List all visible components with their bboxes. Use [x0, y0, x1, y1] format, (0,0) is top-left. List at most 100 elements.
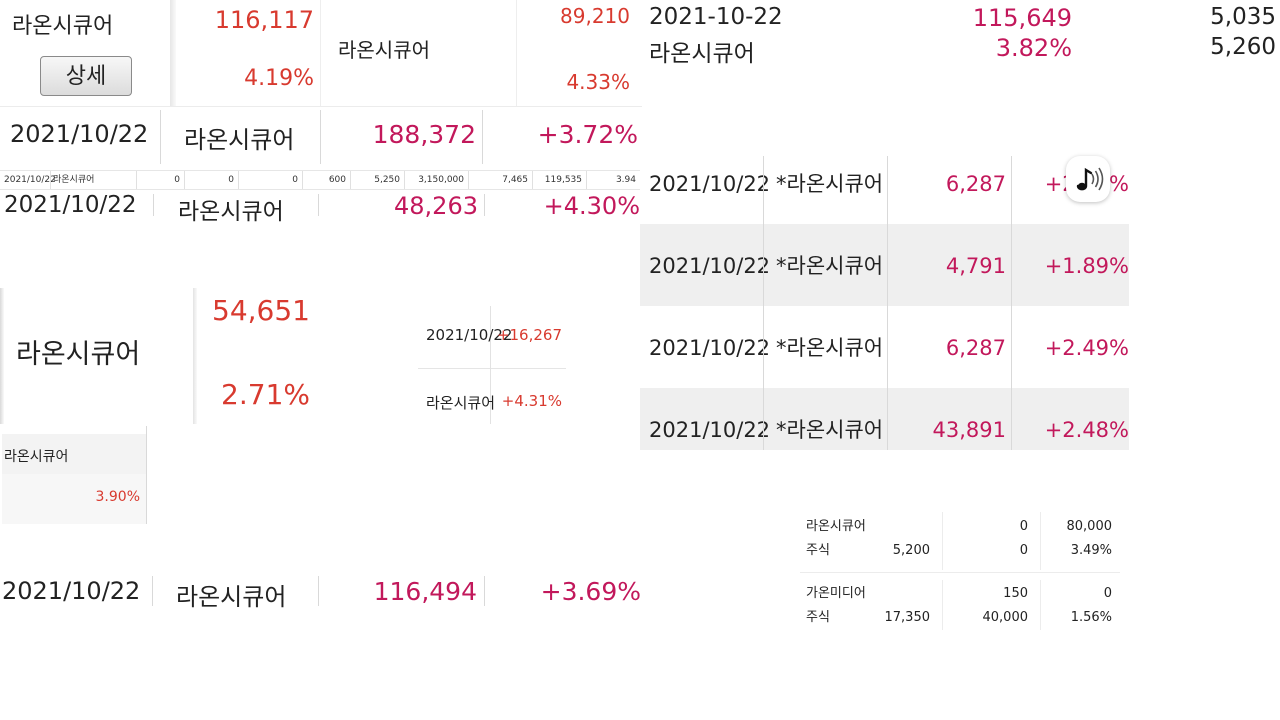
stock-percent: 3.90% [95, 489, 140, 505]
panel-divider [170, 0, 176, 106]
table-row[interactable]: 2021/10/22 *라온시큐어 6,287 +2.49% [640, 156, 1129, 226]
stock-percent: 4.33% [566, 70, 630, 94]
holding-qty: 0 [1019, 519, 1028, 534]
trade-date: 2021-10-22 [649, 4, 783, 30]
detail-button[interactable]: 상세 [40, 56, 132, 96]
holding-amount: 0 [1103, 586, 1112, 601]
stock-name: 라온시큐어 [16, 339, 141, 370]
stock-name: 라온시큐어 [184, 126, 295, 154]
holding-qty: 40,000 [982, 610, 1029, 625]
row-background [418, 306, 566, 369]
holding-price: 5,200 [892, 543, 930, 558]
strip-cell: 3,150,000 [418, 175, 464, 185]
strip-cell: 600 [328, 175, 346, 185]
stock-value: 4,791 [945, 254, 1006, 278]
change-percent: +3.69% [540, 577, 641, 606]
divider [318, 194, 319, 216]
holding-type: 주식 [806, 543, 830, 558]
table-row[interactable]: 2021/10/22 *라온시큐어 6,287 +2.49% [640, 306, 1129, 388]
holding-amount: 80,000 [1066, 519, 1113, 534]
trade-date: 2021/10/22 [426, 326, 513, 344]
panel-edge [0, 288, 4, 424]
change-percent: +2.48% [1044, 418, 1129, 442]
holding-percent: 1.56% [1070, 610, 1112, 625]
stock-value: 6,287 [945, 172, 1006, 196]
row-background [0, 106, 642, 167]
holding-name: 라온시큐어 [806, 519, 866, 534]
extra-value: 5,260 [1210, 34, 1276, 60]
divider [484, 576, 485, 606]
change-percent: +4.30% [543, 192, 640, 220]
divider [318, 576, 319, 606]
compact-data-strip: 2021/10/22 라온시큐어 0 0 0 600 5,250 3,150,0… [0, 170, 640, 190]
holding-type: 주식 [806, 610, 830, 625]
stock-percent: 2.71% [221, 378, 310, 411]
divider [887, 156, 888, 450]
stock-name: 라온시큐어 [649, 41, 755, 67]
divider [1040, 580, 1041, 630]
stock-name: 라온시큐어 [426, 394, 496, 412]
strip-cell: 3.94 [615, 175, 636, 185]
trade-date: 2021/10/22 [2, 577, 141, 605]
divider [942, 580, 943, 630]
stock-name: *라온시큐어 [776, 336, 884, 360]
stock-name: 라온시큐어 [12, 14, 114, 39]
divider [1040, 512, 1041, 570]
divider [490, 306, 491, 424]
stock-value: 115,649 [972, 4, 1072, 32]
stock-value: 89,210 [560, 4, 630, 28]
divider [146, 426, 147, 524]
holding-percent: 3.49% [1070, 543, 1112, 558]
stock-value: 116,494 [373, 577, 477, 606]
divider [763, 156, 764, 450]
strip-date: 2021/10/22 [4, 175, 56, 185]
divider [800, 572, 1120, 573]
trade-date: 2021/10/22 [649, 172, 771, 196]
stock-name: 라온시큐어 [338, 38, 430, 62]
holding-qty: 0 [1019, 543, 1028, 558]
stock-name: *라온시큐어 [776, 172, 884, 196]
trade-date: 2021/10/22 [4, 192, 137, 218]
trade-date: 2021/10/22 [10, 120, 149, 148]
strip-cell: 0 [292, 175, 298, 185]
stock-value: 116,117 [214, 6, 314, 34]
strip-cell: 119,535 [544, 175, 582, 185]
divider [516, 0, 517, 106]
trade-date: 2021/10/22 [649, 336, 771, 360]
trade-date: 2021/10/22 [649, 418, 771, 442]
divider [320, 110, 321, 164]
change-percent: +1.89% [1044, 254, 1129, 278]
stock-name: *라온시큐어 [776, 418, 884, 442]
divider [320, 0, 321, 106]
divider [482, 110, 483, 164]
panel-divider [193, 288, 197, 424]
stock-value: 54,651 [212, 294, 310, 327]
stock-name: 라온시큐어 [176, 583, 287, 611]
trade-date: 2021/10/22 [649, 254, 771, 278]
stock-percent: 4.19% [244, 66, 314, 91]
stock-percent: 3.82% [995, 34, 1072, 62]
divider [152, 576, 153, 606]
change-percent: +2.49% [1044, 336, 1129, 360]
divider [942, 512, 943, 570]
table-row[interactable]: 2021/10/22 *라온시큐어 43,891 +2.48% [640, 388, 1129, 450]
stock-value: 188,372 [372, 120, 476, 149]
holding-qty: 150 [1003, 586, 1028, 601]
divider [153, 194, 154, 216]
holding-price: 17,350 [884, 610, 931, 625]
change-value: +16,267 [496, 326, 562, 344]
stock-name: 라온시큐어 [178, 199, 284, 225]
strip-cell: 7,465 [502, 175, 528, 185]
holding-name: 가온미디어 [806, 586, 866, 601]
stock-name: *라온시큐어 [776, 254, 884, 278]
extra-value: 5,035 [1210, 4, 1276, 30]
stock-name: 라온시큐어 [4, 449, 69, 465]
panel-body [2, 474, 146, 524]
table-row[interactable]: 2021/10/22 *라온시큐어 4,791 +1.89% [640, 224, 1129, 306]
divider [484, 194, 485, 216]
strip-cell: 0 [174, 175, 180, 185]
stock-value: 48,263 [394, 192, 478, 220]
music-note-sound-icon[interactable] [1066, 156, 1110, 202]
divider [1011, 156, 1012, 450]
strip-name: 라온시큐어 [53, 175, 95, 185]
